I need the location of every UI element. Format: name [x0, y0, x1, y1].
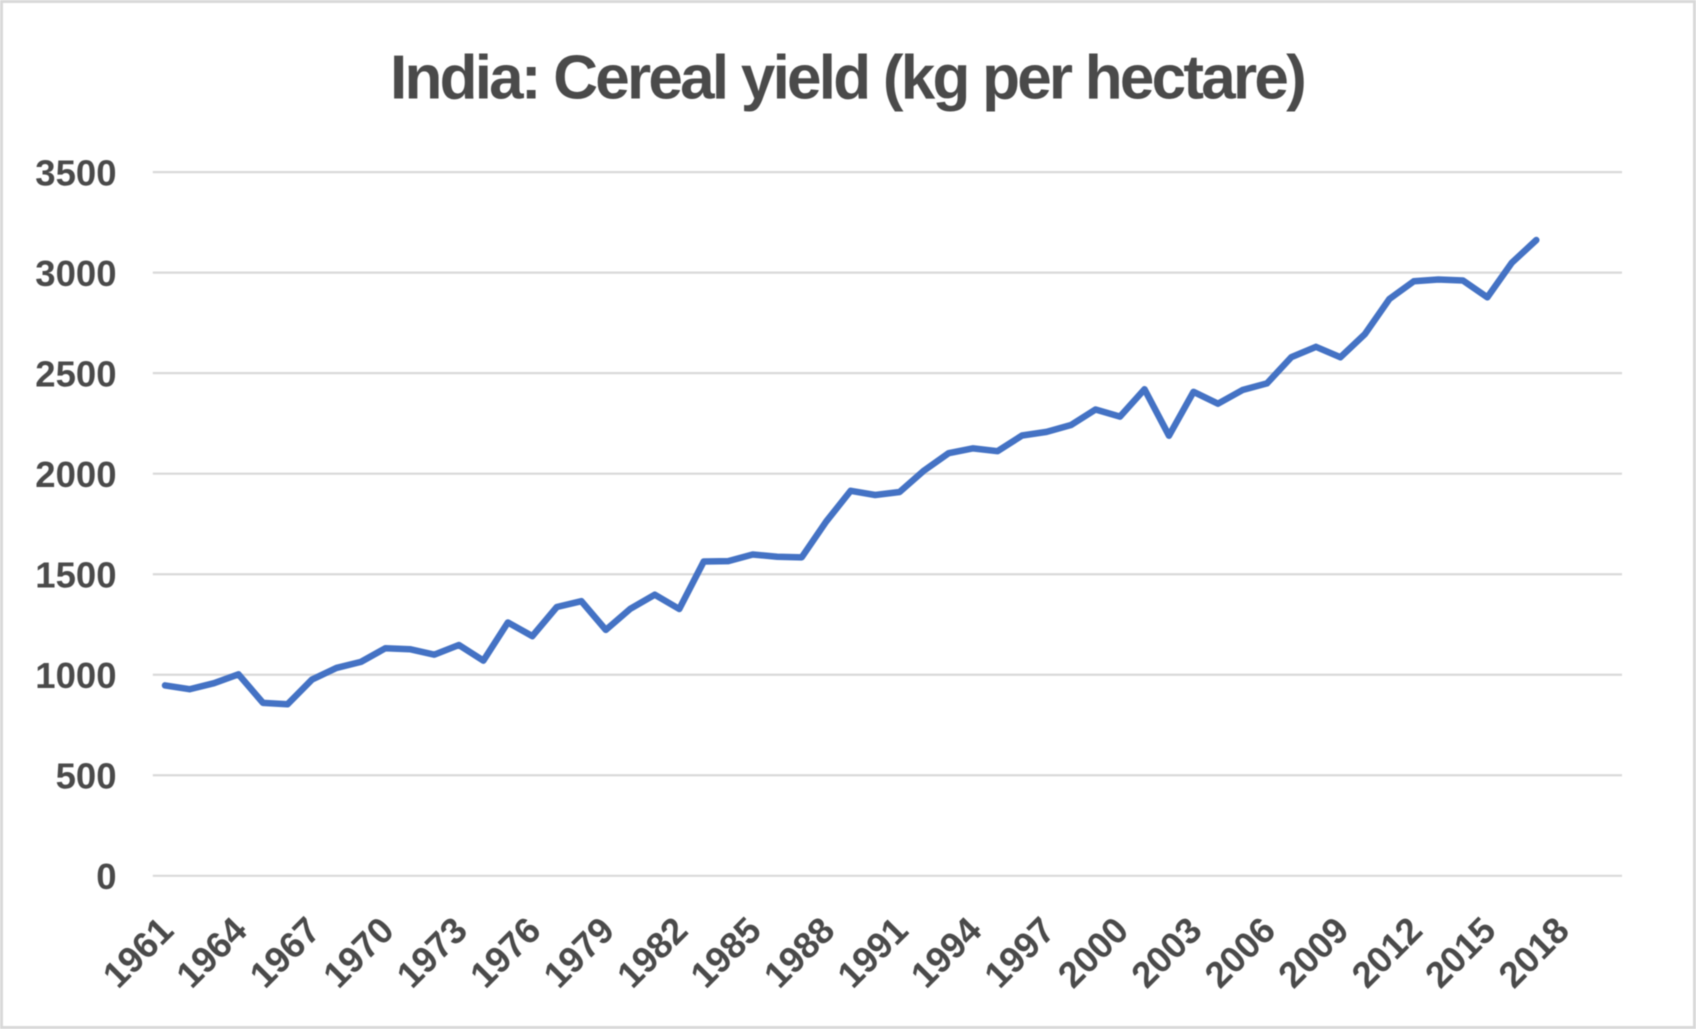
chart-title: India: Cereal yield (kg per hectare)	[390, 44, 1304, 113]
y-axis-tick-labels: 0 500 1000 1500 2000 2500 3000 3500	[35, 152, 116, 897]
data-series-line	[161, 236, 1540, 708]
y-tick-label-500: 500	[56, 755, 117, 796]
y-tick-label-1000: 1000	[35, 655, 116, 696]
y-gridlines	[152, 171, 1622, 877]
y-tick-label-3000: 3000	[35, 253, 116, 294]
y-tick-label-1500: 1500	[35, 554, 116, 595]
y-tick-label-2000: 2000	[35, 454, 116, 495]
y-tick-label-3500: 3500	[35, 152, 116, 193]
y-tick-label-0: 0	[96, 856, 116, 897]
y-tick-label-2500: 2500	[35, 353, 116, 394]
